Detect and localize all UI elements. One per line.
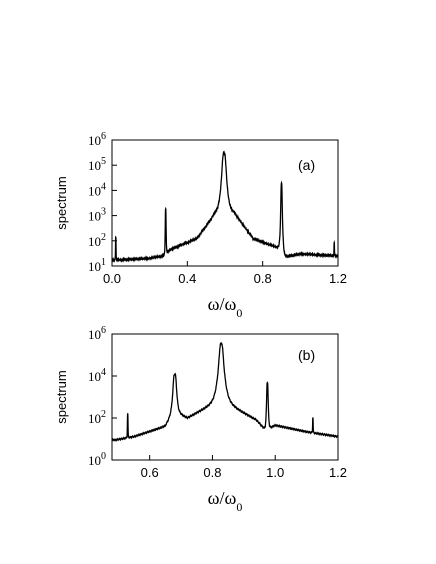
x-tick-label: 1.0	[266, 465, 284, 480]
panel-b: 0.6 0.8 1.0 1.2 100 102 104 106 (b) spectrum ω…	[54, 325, 347, 514]
y-tick-label: 104	[88, 367, 106, 384]
x-tick-label: 0.4	[178, 271, 196, 286]
x-tick-label: 0.8	[254, 271, 272, 286]
x-tick-label: 1.2	[329, 271, 347, 286]
panel-b-y-axis-label: spectrum	[54, 370, 69, 423]
panel-b-y-ticks: 100 102 104 106	[88, 325, 117, 468]
panel-a-frame	[111, 139, 339, 267]
panel-b-label: (b)	[298, 347, 315, 363]
x-tick-label: 0.0	[103, 271, 121, 286]
y-tick-label: 102	[88, 409, 106, 426]
y-tick-label: 101	[88, 257, 106, 274]
y-tick-label: 102	[88, 232, 106, 249]
panel-b-frame	[111, 333, 339, 461]
panel-a-label: (a)	[298, 157, 315, 173]
y-tick-label: 105	[88, 156, 106, 173]
y-tick-label: 100	[88, 451, 106, 468]
panel-a-x-axis-label: ω/ω0	[208, 294, 243, 320]
panel-a-y-ticks: 101 102 103 104 105 106	[88, 131, 117, 274]
panel-a-series-line	[111, 150, 339, 263]
x-tick-label: 0.6	[141, 465, 159, 480]
y-tick-label: 103	[88, 207, 106, 224]
panel-a: 0.0 0.4 0.8 1.2 101 102 103 104 105 106 (a) spec…	[54, 131, 347, 320]
panel-a-x-axis-label-sub: 0	[236, 306, 242, 320]
panel-b-x-ticks: 0.6 0.8 1.0 1.2	[141, 455, 347, 480]
x-tick-label: 0.8	[203, 465, 221, 480]
panel-a-x-ticks: 0.0 0.4 0.8 1.2	[103, 261, 347, 286]
panel-b-x-axis-label-sub: 0	[236, 500, 242, 514]
y-tick-label: 106	[88, 131, 106, 148]
x-tick-label: 1.2	[329, 465, 347, 480]
panel-b-x-axis-label: ω/ω0	[208, 488, 243, 514]
y-tick-label: 106	[88, 325, 106, 342]
panel-b-series-line	[111, 341, 339, 443]
panel-a-y-axis-label: spectrum	[54, 176, 69, 229]
y-tick-label: 104	[88, 181, 106, 198]
